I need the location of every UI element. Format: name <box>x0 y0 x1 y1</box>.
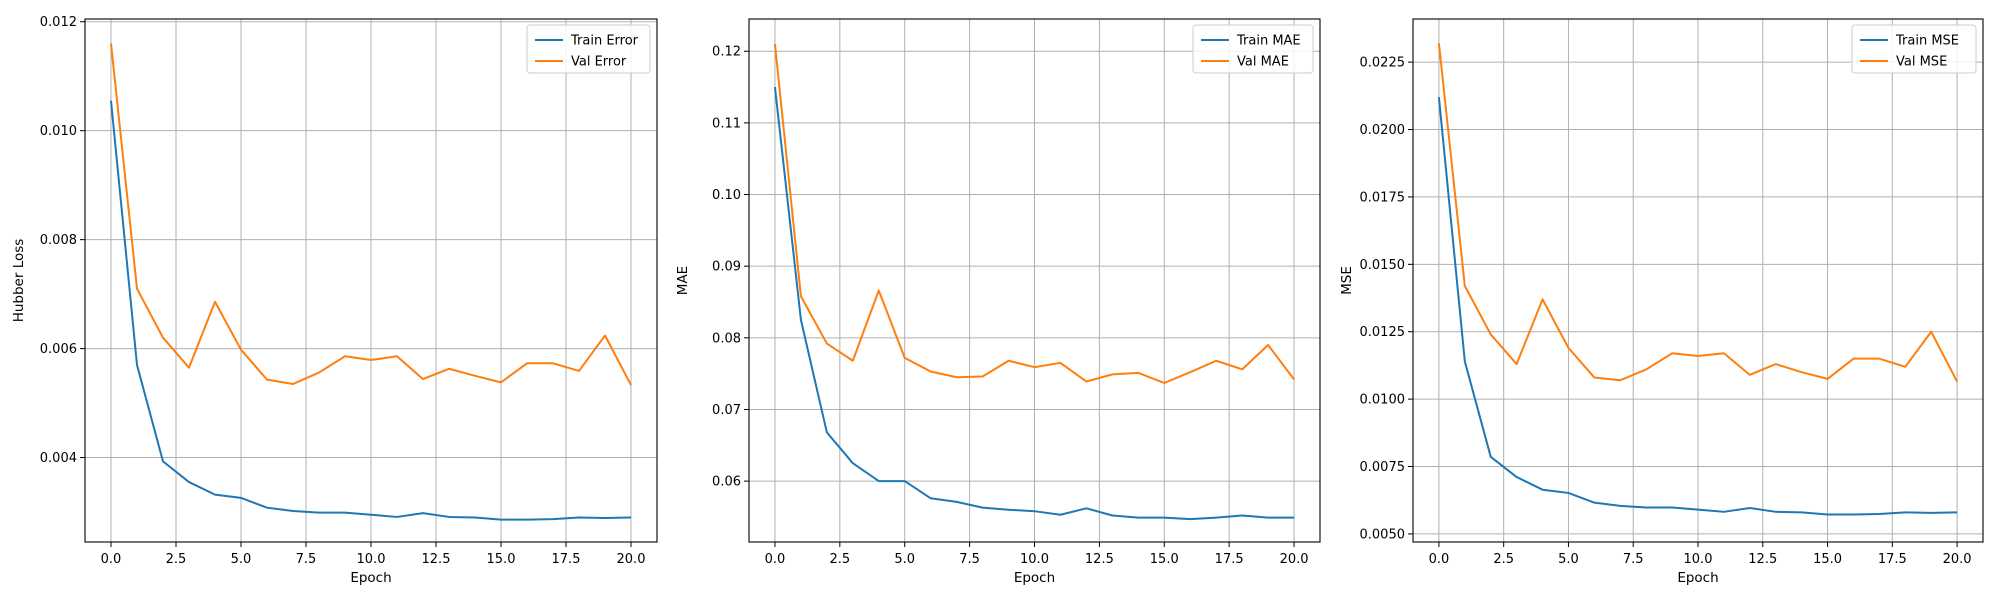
x-tick-label: 15.0 <box>1150 552 1179 567</box>
x-axis-label: Epoch <box>1014 570 1055 586</box>
y-tick-label: 0.0150 <box>1360 258 1406 273</box>
legend-label: Val Error <box>571 55 627 70</box>
legend: Train MAE Val MAE <box>1192 24 1314 74</box>
series-line-train-mae <box>773 86 1295 521</box>
series-line-train-mse <box>1437 97 1958 516</box>
x-tick-label: 15.0 <box>487 552 516 567</box>
x-tick-label: 17.5 <box>1878 552 1907 567</box>
x-axis-label: Epoch <box>1677 570 1718 586</box>
x-tick-label: 2.5 <box>1493 552 1514 567</box>
x-tick-label: 7.5 <box>959 552 980 567</box>
x-tick-label: 2.5 <box>166 552 187 567</box>
y-axis-label: Hubber Loss <box>11 239 27 323</box>
y-tick-label: 0.09 <box>712 260 741 275</box>
y-tick-label: 0.012 <box>40 15 77 30</box>
y-tick-label: 0.12 <box>712 45 741 60</box>
x-tick-label: 17.5 <box>552 552 581 567</box>
x-axis-label: Epoch <box>350 570 391 586</box>
x-tick-label: 5.0 <box>231 552 252 567</box>
x-tick-label: 12.5 <box>1748 552 1777 567</box>
y-tick-label: 0.004 <box>40 451 77 466</box>
legend-label: Train MSE <box>1895 34 1959 49</box>
y-tick-label: 0.0200 <box>1360 123 1406 138</box>
x-tick-label: 5.0 <box>894 552 915 567</box>
y-tick-label: 0.006 <box>40 342 77 357</box>
x-tick-label: 0.0 <box>765 552 786 567</box>
x-tick-label: 20.0 <box>1943 552 1972 567</box>
legend-label: Val MSE <box>1896 55 1947 70</box>
y-tick-label: 0.0225 <box>1360 56 1406 71</box>
x-tick-label: 10.0 <box>1020 552 1049 567</box>
x-tick-label: 0.0 <box>1429 552 1450 567</box>
series-line-val-error <box>110 43 632 386</box>
x-tick-label: 20.0 <box>617 552 646 567</box>
y-tick-label: 0.008 <box>40 233 77 248</box>
legend-label: Train MAE <box>1236 34 1301 49</box>
y-tick-label: 0.07 <box>712 403 741 418</box>
legend-label: Train Error <box>570 34 639 49</box>
y-tick-label: 0.0100 <box>1360 393 1406 408</box>
chart-panel-1: 0.0 2.5 5.0 7.5 10.0 12.5 15.0 17.5 20.0 0.004 0.0… <box>11 15 658 586</box>
x-tick-label: 17.5 <box>1215 552 1244 567</box>
x-tick-label: 2.5 <box>829 552 850 567</box>
chart-panel-3: 0.0 2.5 5.0 7.5 10.0 12.5 15.0 17.5 20.0 0.0050 0.… <box>1339 18 1984 586</box>
y-axis-label: MSE <box>1339 266 1355 295</box>
x-tick-label: 7.5 <box>1623 552 1644 567</box>
legend-label: Val MAE <box>1237 55 1289 70</box>
y-tick-label: 0.11 <box>712 116 741 131</box>
x-tick-label: 12.5 <box>1085 552 1114 567</box>
y-tick-label: 0.10 <box>712 188 741 203</box>
x-tick-label: 5.0 <box>1558 552 1579 567</box>
x-tick-label: 7.5 <box>296 552 317 567</box>
y-axis-label: MAE <box>675 266 691 295</box>
series-line-val-mae <box>773 43 1295 384</box>
y-tick-label: 0.0075 <box>1360 460 1406 475</box>
legend: Train Error Val Error <box>526 24 651 74</box>
y-tick-label: 0.08 <box>712 331 741 346</box>
x-tick-label: 10.0 <box>357 552 386 567</box>
legend: Train MSE Val MSE <box>1851 24 1977 74</box>
y-tick-label: 0.0125 <box>1360 325 1406 340</box>
y-tick-label: 0.0050 <box>1360 527 1406 542</box>
y-tick-label: 0.010 <box>40 124 77 139</box>
series-line-train-error <box>110 100 632 521</box>
x-tick-label: 15.0 <box>1813 552 1842 567</box>
series-line-val-mse <box>1437 43 1958 383</box>
x-tick-label: 10.0 <box>1684 552 1713 567</box>
chart-panel-2: 0.0 2.5 5.0 7.5 10.0 12.5 15.0 17.5 20.0 0.06 0.07… <box>675 18 1321 586</box>
x-tick-label: 20.0 <box>1280 552 1309 567</box>
x-tick-label: 0.0 <box>101 552 122 567</box>
y-tick-label: 0.06 <box>712 475 741 490</box>
y-tick-label: 0.0175 <box>1360 190 1406 205</box>
x-tick-label: 12.5 <box>422 552 451 567</box>
